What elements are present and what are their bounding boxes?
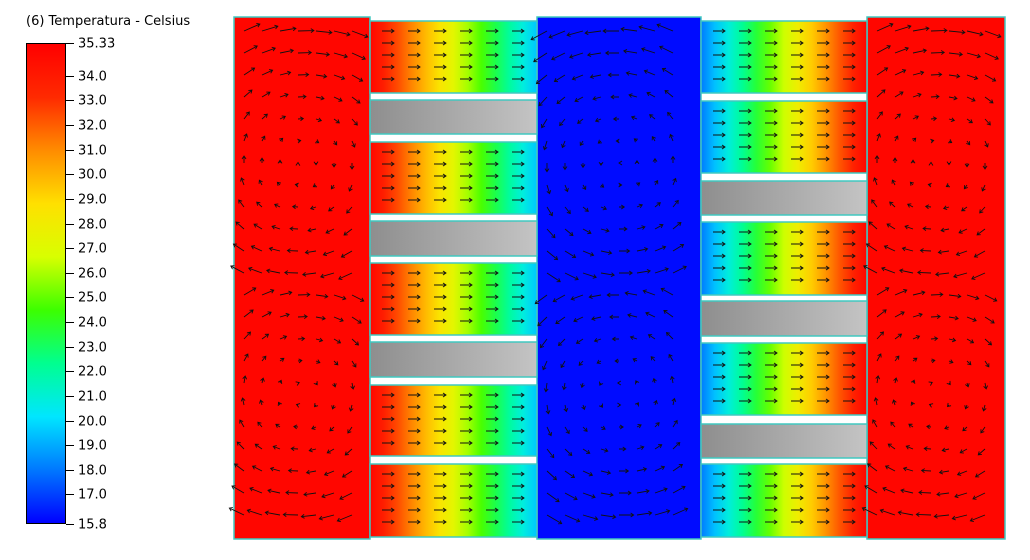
colorbar-tick-label: 33.0 <box>78 93 107 109</box>
colorbar-tick-mark <box>66 494 74 496</box>
colorbar-tick-label: 25.0 <box>78 290 107 306</box>
colorbar-tick-mark <box>66 469 74 471</box>
colorbar-tick-mark <box>66 198 74 200</box>
colorbar-tick-label: 15.8 <box>78 517 107 533</box>
colorbar-tick-label: 27.0 <box>78 241 107 257</box>
colorbar-tick-mark <box>66 125 74 126</box>
right-plate-1 <box>700 180 868 216</box>
right-channel-3 <box>700 221 868 296</box>
left-channel-1 <box>369 20 538 94</box>
right-channel-4 <box>700 342 868 416</box>
colorbar-tick-mark <box>66 395 74 397</box>
left-chamber <box>233 16 371 540</box>
colorbar-tick-mark <box>66 297 74 299</box>
colorbar-tick-mark <box>66 524 74 525</box>
colorbar-tick-mark <box>66 100 74 102</box>
left-channel-2 <box>369 141 538 215</box>
colorbar-tick-label: 20.0 <box>78 414 107 430</box>
left-channel-4 <box>369 384 538 457</box>
left-plate-3 <box>369 341 538 378</box>
colorbar-tick-label: 19.0 <box>78 438 107 454</box>
colorbar-tick-label: 17.0 <box>78 487 107 503</box>
right-channel-1 <box>700 20 868 94</box>
colorbar-tick-mark <box>66 445 74 447</box>
colorbar-tick-label: 22.0 <box>78 364 107 380</box>
colorbar-tick-mark <box>66 149 74 151</box>
colorbar-tick-mark <box>66 248 74 250</box>
colorbar-tick-mark <box>66 43 74 44</box>
colorbar-tick-label: 29.0 <box>78 192 107 208</box>
colorbar-tick-mark <box>66 223 74 225</box>
colorbar-tick-mark <box>66 346 74 348</box>
right-channel-5 <box>700 463 868 538</box>
colorbar-tick-label: 18.0 <box>78 463 107 479</box>
colorbar-tick-label: 32.0 <box>78 118 107 134</box>
left-channel-3 <box>369 262 538 336</box>
colorbar-tick-label: 26.0 <box>78 266 107 282</box>
colorbar-tick-label: 34.0 <box>78 69 107 85</box>
colorbar-tick-label: 28.0 <box>78 217 107 233</box>
colorbar-tick-mark <box>66 75 74 77</box>
colorbar-tick-label: 30.0 <box>78 167 107 183</box>
right-chamber <box>866 16 1006 540</box>
legend-title: (6) Temperatura - Celsius <box>26 14 191 29</box>
colorbar-tick-label: 21.0 <box>78 389 107 405</box>
colorbar-tick-label: 23.0 <box>78 340 107 356</box>
center-chamber <box>536 16 702 540</box>
colorbar-tick-mark <box>66 322 74 324</box>
colorbar-tick-mark <box>66 371 74 373</box>
colorbar-tick-label: 24.0 <box>78 315 107 331</box>
flow-vectors <box>228 22 1002 525</box>
colorbar-tick-mark <box>66 272 74 274</box>
right-plate-3 <box>700 423 868 459</box>
temperature-colorbar <box>26 43 66 524</box>
left-channel-5 <box>369 463 538 538</box>
colorbar-tick-label: 35.33 <box>78 36 116 52</box>
colorbar-tick-label: 31.0 <box>78 143 107 159</box>
right-channel-2 <box>700 100 868 174</box>
right-plate-2 <box>700 300 868 337</box>
colorbar-tick-mark <box>66 174 74 176</box>
colorbar-tick-mark <box>66 420 74 422</box>
left-plate-2 <box>369 220 538 257</box>
left-plate-1 <box>369 99 538 135</box>
